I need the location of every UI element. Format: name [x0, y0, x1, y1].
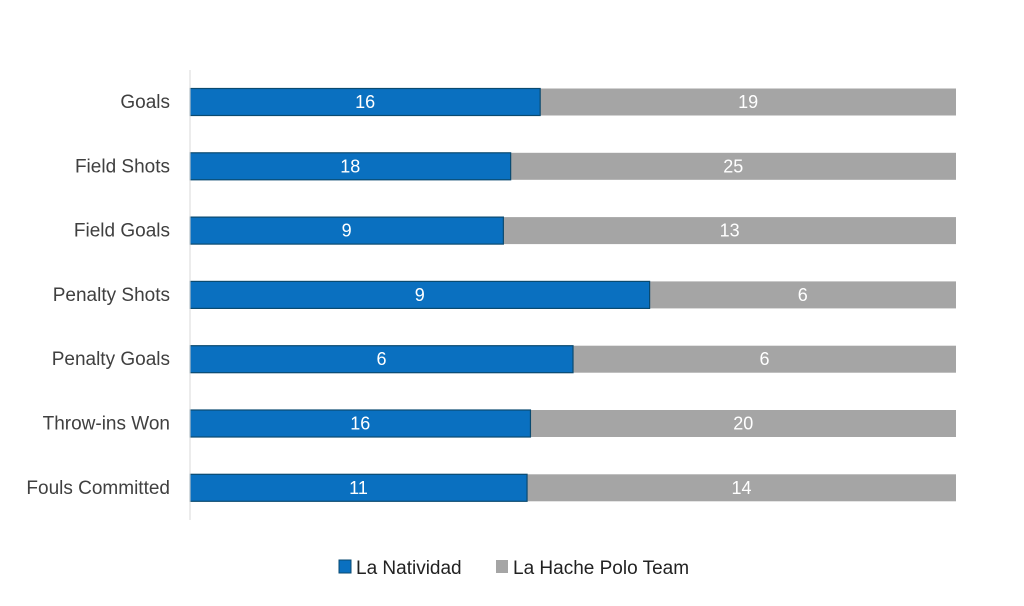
- data-label-la-natividad: 18: [340, 156, 360, 176]
- category-label: Throw-ins Won: [43, 414, 170, 435]
- data-label-la-natividad: 11: [349, 478, 368, 498]
- data-label-la-natividad: 16: [350, 414, 370, 434]
- bar-la-hache-2: [503, 217, 956, 245]
- data-label-la-hache: 20: [733, 414, 753, 434]
- bar-la-natividad-5: [189, 409, 532, 438]
- category-label: Penalty Goals: [52, 349, 170, 370]
- bar-la-hache-4: [573, 345, 956, 373]
- bar-la-hache-5: [530, 410, 956, 437]
- category-label: Penalty Shots: [53, 285, 170, 306]
- bar-la-hache-3: [649, 281, 956, 309]
- data-label-la-natividad: 16: [355, 92, 375, 112]
- data-label-la-hache: 25: [723, 156, 743, 176]
- bar-la-natividad-2: [189, 216, 504, 245]
- data-label-la-hache: 13: [720, 221, 740, 241]
- legend-label-la-natividad: La Natividad: [356, 558, 462, 579]
- data-label-la-hache: 6: [798, 285, 808, 305]
- labels-layer: Goals 16 19 Field Shots 18 25 Field Goals 9 13 Pe…: [26, 92, 807, 499]
- category-label: Field Shots: [75, 156, 170, 177]
- bar-la-hache-0: [540, 88, 956, 116]
- data-label-la-natividad: 6: [376, 349, 386, 369]
- category-label: Fouls Committed: [26, 478, 170, 499]
- bar-la-natividad-0: [189, 87, 541, 117]
- bar-la-hache-6: [527, 474, 956, 502]
- bar-la-natividad-3: [189, 280, 651, 309]
- bars-layer: [189, 87, 956, 502]
- bar-la-natividad-4: [189, 345, 574, 374]
- data-label-la-hache: 6: [759, 349, 769, 369]
- legend: La Natividad La Hache Polo Team: [338, 558, 689, 579]
- data-label-la-natividad: 9: [415, 285, 425, 305]
- category-label: Field Goals: [74, 221, 170, 242]
- legend-swatch-la-natividad: [338, 559, 352, 574]
- data-label-la-natividad: 9: [342, 221, 352, 241]
- category-label: Goals: [120, 92, 170, 113]
- bar-la-natividad-6: [189, 473, 528, 502]
- legend-label-la-hache: La Hache Polo Team: [513, 558, 689, 579]
- legend-swatch-la-hache: [496, 560, 508, 573]
- data-label-la-hache: 14: [732, 478, 752, 498]
- data-label-la-hache: 19: [738, 92, 758, 112]
- bar-la-hache-1: [510, 152, 956, 180]
